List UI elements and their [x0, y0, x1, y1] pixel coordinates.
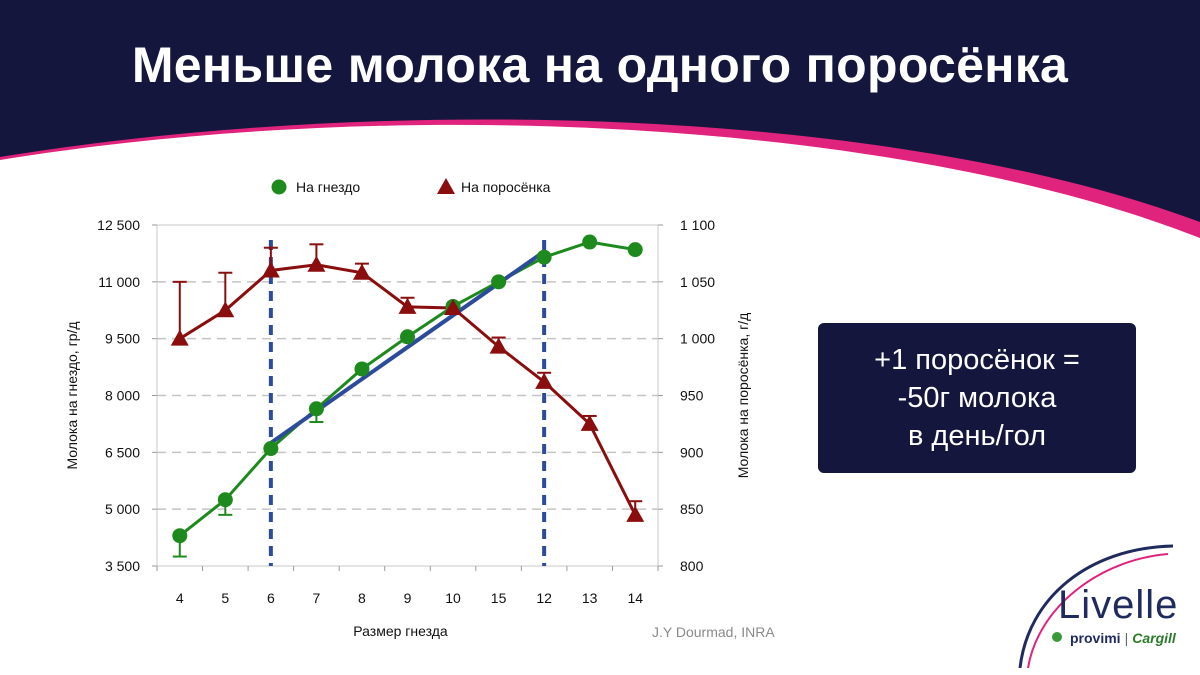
x-tick-label: 10	[445, 590, 461, 606]
data-point-piglet	[626, 505, 645, 522]
info-line-1: +1 поросёнок =	[874, 344, 1080, 376]
data-point-piglet	[580, 414, 599, 431]
legend-piglet-marker	[437, 178, 455, 194]
info-line-2: -50г молока	[897, 382, 1057, 414]
y-right-tick-label: 950	[680, 388, 704, 404]
data-point-piglet	[535, 372, 554, 389]
y-right-tick-label: 850	[680, 501, 704, 517]
x-tick-label: 14	[627, 590, 643, 606]
data-point-piglet	[216, 301, 235, 318]
logo-partner-provimi: provimi	[1070, 630, 1121, 646]
y-left-axis-title: Молока на гнездо, гр/д	[64, 321, 80, 469]
info-box: +1 поросёнок = -50г молока в день/гол	[818, 323, 1136, 473]
chart-series	[170, 234, 645, 558]
x-tick-label: 4	[176, 590, 184, 606]
data-point-nest	[536, 249, 552, 265]
logo-separator: |	[1124, 630, 1129, 646]
data-point-piglet	[261, 261, 280, 278]
legend-nest-marker	[271, 179, 287, 195]
x-tick-label: 13	[582, 590, 598, 606]
legend-piglet-label: На поросёнка	[461, 179, 551, 195]
logo-arc-icon	[1018, 544, 1174, 668]
y-right-tick-label: 900	[680, 444, 704, 460]
y-left-tick-label: 8 000	[105, 388, 140, 404]
y-right-tick-label: 1 050	[680, 274, 715, 290]
data-point-piglet	[307, 255, 326, 272]
data-point-nest	[354, 361, 370, 377]
y-left-tick-label: 11 000	[98, 274, 140, 290]
x-tick-label: 5	[221, 590, 229, 606]
data-point-nest	[263, 441, 279, 457]
y-left-tick-label: 3 500	[105, 558, 140, 574]
data-point-piglet	[444, 298, 463, 315]
x-tick-label: 15	[491, 590, 507, 606]
data-point-piglet	[398, 297, 417, 314]
data-point-piglet	[352, 263, 371, 280]
logo-brand: Livelle	[1058, 583, 1179, 627]
data-point-nest	[627, 242, 643, 258]
data-point-nest	[491, 274, 507, 290]
y-left-tick-label: 6 500	[105, 444, 140, 460]
y-right-tick-label: 1 100	[680, 217, 715, 233]
data-point-nest	[400, 329, 415, 345]
y-right-axis-title: Молока на поросёнка, г/д	[735, 313, 751, 479]
reference-lines	[268, 240, 547, 566]
y-left-tick-label: 5 000	[105, 501, 140, 517]
header-navy-band	[0, 0, 1200, 222]
data-point-piglet	[170, 329, 189, 346]
logo-partner-cargill: Cargill	[1132, 630, 1176, 646]
y-left-tick-label: 12 500	[97, 217, 140, 233]
x-axis-title: Размер гнезда	[353, 623, 448, 639]
x-tick-label: 7	[313, 590, 321, 606]
data-point-nest	[217, 492, 233, 508]
x-tick-label: 9	[404, 590, 412, 606]
series-line-nest	[178, 240, 636, 537]
data-point-piglet	[489, 337, 508, 354]
logo-partners: provimi | Cargill	[1056, 630, 1176, 646]
livelle-logo: Livelle provimi | Cargill	[1008, 538, 1188, 668]
data-point-nest	[308, 401, 324, 417]
chart-legend: На гнездо На поросёнка	[271, 178, 551, 195]
source-credit: J.Y Dourmad, INRA	[652, 624, 775, 640]
info-line-3: в день/гол	[907, 420, 1047, 452]
x-tick-label: 6	[267, 590, 275, 606]
y-right-tick-label: 1 000	[680, 331, 715, 347]
x-tick-label: 12	[536, 590, 552, 606]
y-left-tick-label: 9 500	[105, 331, 140, 347]
chart-axes: 3 500 5 000 6 500 8 000 9 500 11 000 12 500 800…	[64, 217, 751, 639]
data-point-nest	[582, 234, 598, 250]
slide-title: Меньше молока на одного поросёнка	[131, 37, 1069, 93]
y-right-tick-label: 800	[680, 558, 704, 574]
legend-nest-label: На гнездо	[296, 179, 360, 195]
provimi-leaf-icon	[1052, 632, 1062, 642]
x-tick-label: 8	[358, 590, 366, 606]
chart-grid	[157, 281, 658, 510]
data-point-nest	[172, 528, 188, 544]
